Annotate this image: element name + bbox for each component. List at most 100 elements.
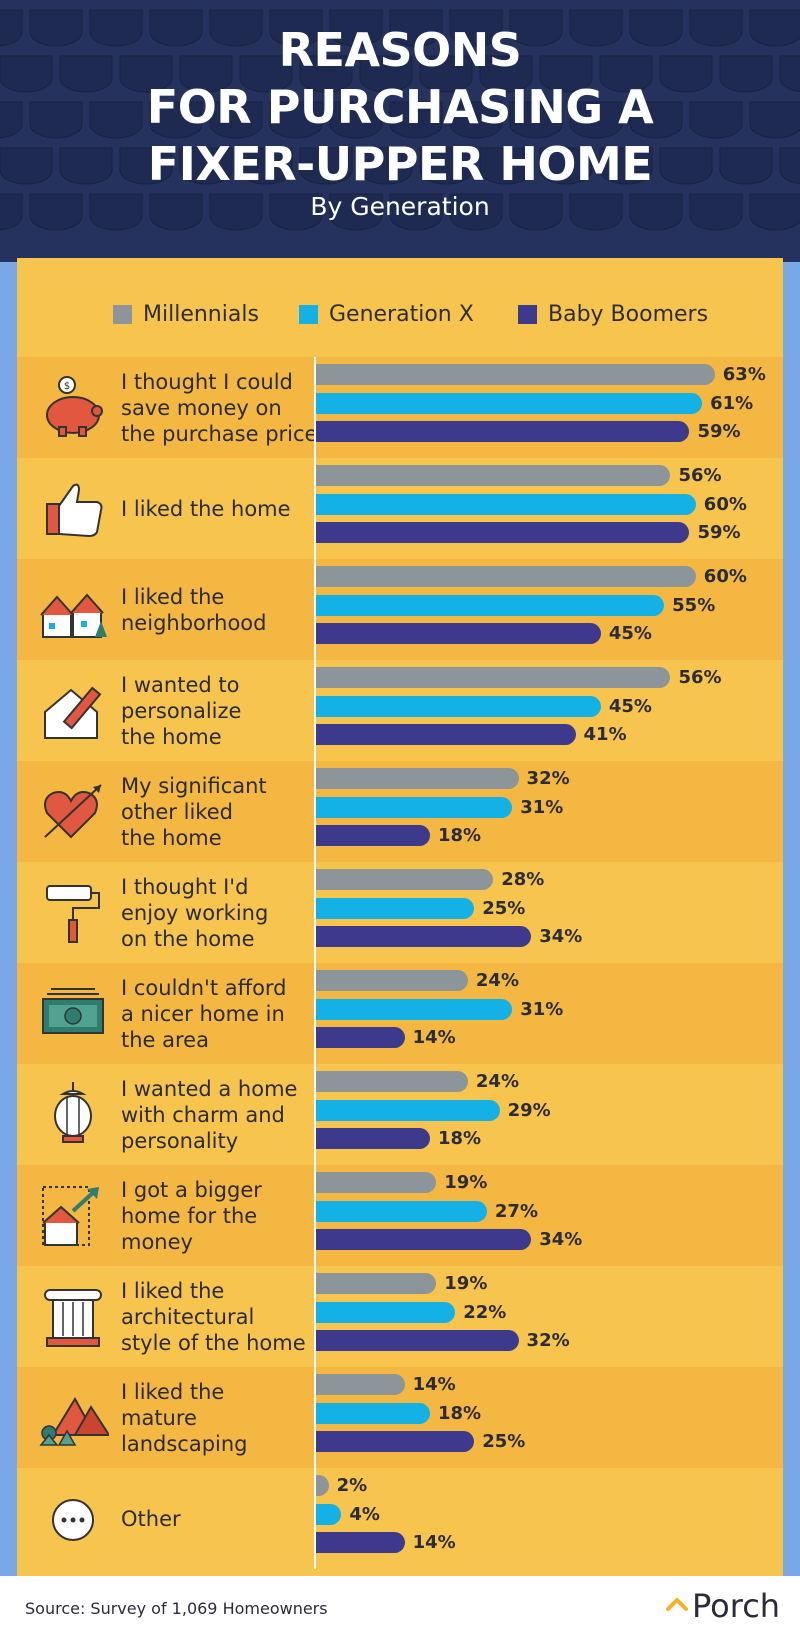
roof-shingle bbox=[149, 193, 203, 231]
bar-generation-x bbox=[316, 393, 703, 414]
data-label-generation-x: 61% bbox=[710, 393, 754, 414]
roof-shingle bbox=[449, 101, 503, 139]
piggy-bank-icon: $ bbox=[39, 375, 109, 439]
roof-scallop bbox=[432, 236, 459, 253]
roof-scallop bbox=[486, 236, 513, 253]
bar-millennials bbox=[316, 768, 519, 789]
data-label-generation-x: 18% bbox=[437, 1403, 482, 1424]
roof-shingle bbox=[749, 101, 800, 139]
roof-shingle bbox=[479, 55, 533, 93]
roof-shingle bbox=[329, 9, 383, 47]
roof-shingle bbox=[569, 101, 623, 139]
roof-shingle bbox=[299, 55, 353, 93]
category-label-line: I wanted a home bbox=[121, 1076, 298, 1101]
roof-shingle bbox=[119, 55, 173, 93]
roof-shingles bbox=[0, 9, 800, 231]
roof-shingle bbox=[629, 9, 683, 47]
roof-shingle bbox=[269, 9, 323, 47]
roof-scallop bbox=[756, 236, 783, 253]
category-label-line: architectural bbox=[121, 1304, 255, 1329]
data-label-baby-boomers: 34% bbox=[539, 1229, 583, 1250]
bar-millennials bbox=[316, 869, 494, 890]
legend-swatch-baby-boomers bbox=[518, 305, 537, 324]
category-label-line: mature bbox=[121, 1405, 197, 1430]
data-label-millennials: 56% bbox=[678, 667, 722, 688]
roof-shingle bbox=[149, 101, 203, 139]
roof-scallop bbox=[243, 236, 270, 253]
data-label-millennials: 32% bbox=[526, 768, 570, 789]
roof-shingle bbox=[239, 55, 293, 93]
category-label-line: I liked the home bbox=[121, 496, 291, 521]
roof-shingle bbox=[419, 55, 473, 93]
category-label: I wanted a home with charm and personality bbox=[121, 1064, 321, 1165]
data-label-generation-x: 22% bbox=[463, 1302, 507, 1323]
data-label-millennials: 63% bbox=[722, 364, 766, 385]
roof-shingle bbox=[359, 55, 413, 93]
source-note: Source: Survey of 1,069 Homeowners bbox=[25, 1599, 328, 1618]
roof-shingle bbox=[59, 147, 113, 185]
category-label-line: other liked bbox=[121, 799, 233, 824]
category-label-line: I thought I'd bbox=[121, 874, 249, 899]
category-label-line: a nicer home in bbox=[121, 1001, 285, 1026]
roof-shingle bbox=[719, 55, 773, 93]
roof-shingle bbox=[0, 101, 23, 139]
data-label-millennials: 19% bbox=[444, 1172, 488, 1193]
roof-shingle bbox=[539, 147, 593, 185]
data-label-millennials: 2% bbox=[336, 1475, 368, 1496]
roof-shingle bbox=[0, 193, 23, 231]
data-label-generation-x: 60% bbox=[703, 494, 747, 515]
roof-scallop bbox=[567, 236, 594, 253]
roof-shingle bbox=[569, 9, 623, 47]
category-row: I thought I'd enjoy working on the home bbox=[17, 862, 783, 963]
data-label-generation-x: 31% bbox=[520, 797, 564, 818]
roof-shingle bbox=[719, 147, 773, 185]
legend-label-baby-boomers: Baby Boomers bbox=[548, 302, 709, 327]
data-label-baby-boomers: 25% bbox=[482, 1431, 526, 1452]
legend-swatch-generation-x bbox=[299, 305, 318, 324]
data-label-baby-boomers: 18% bbox=[437, 825, 482, 846]
roof-shingle bbox=[29, 101, 83, 139]
bar-generation-x bbox=[316, 1504, 342, 1525]
title-line-3: FIXER-UPPER HOME bbox=[147, 137, 653, 191]
roof-shingle bbox=[0, 9, 23, 47]
category-label: I thought I could save money on the purcha… bbox=[121, 357, 321, 458]
bar-millennials bbox=[316, 1475, 329, 1496]
data-label-millennials: 19% bbox=[444, 1273, 488, 1294]
category-label: I thought I'd enjoy working on the home bbox=[121, 862, 321, 963]
roof-shingle bbox=[0, 55, 53, 93]
category-label-line: with charm and bbox=[121, 1102, 285, 1127]
roof-scallop bbox=[729, 236, 756, 253]
bar-millennials bbox=[316, 667, 671, 688]
legend-swatch-millennials bbox=[113, 305, 132, 324]
roof-shingle bbox=[509, 193, 563, 231]
roof-background bbox=[0, 0, 800, 262]
bar-generation-x bbox=[316, 1302, 456, 1323]
roof-scallop bbox=[297, 236, 324, 253]
bar-generation-x bbox=[316, 999, 513, 1020]
roof-shingle bbox=[779, 147, 800, 185]
roof-shingle bbox=[689, 9, 743, 47]
roof-shingle bbox=[389, 101, 443, 139]
roof-shingle bbox=[239, 147, 293, 185]
roof-shingle bbox=[389, 9, 443, 47]
bar-baby-boomers bbox=[316, 1431, 475, 1452]
bar-millennials bbox=[316, 970, 468, 991]
roof-scallop bbox=[270, 236, 297, 253]
title-line-1: REASONS bbox=[278, 23, 522, 77]
bar-baby-boomers bbox=[316, 1330, 519, 1351]
roof-shingle bbox=[89, 193, 143, 231]
roof-shingle bbox=[209, 9, 263, 47]
roof-scallop bbox=[351, 236, 378, 253]
roof-scallop bbox=[702, 236, 729, 253]
roof-scallop bbox=[621, 236, 648, 253]
roof-scallop bbox=[675, 236, 702, 253]
data-label-baby-boomers: 59% bbox=[697, 522, 741, 543]
roof-shingle bbox=[659, 55, 713, 93]
category-label-line: the home bbox=[121, 724, 222, 749]
category-label-line: neighborhood bbox=[121, 610, 267, 635]
data-label-millennials: 14% bbox=[412, 1374, 456, 1395]
roof-shingle bbox=[779, 55, 800, 93]
roof-shingle bbox=[629, 101, 683, 139]
data-label-baby-boomers: 34% bbox=[539, 926, 583, 947]
data-label-generation-x: 55% bbox=[672, 595, 716, 616]
